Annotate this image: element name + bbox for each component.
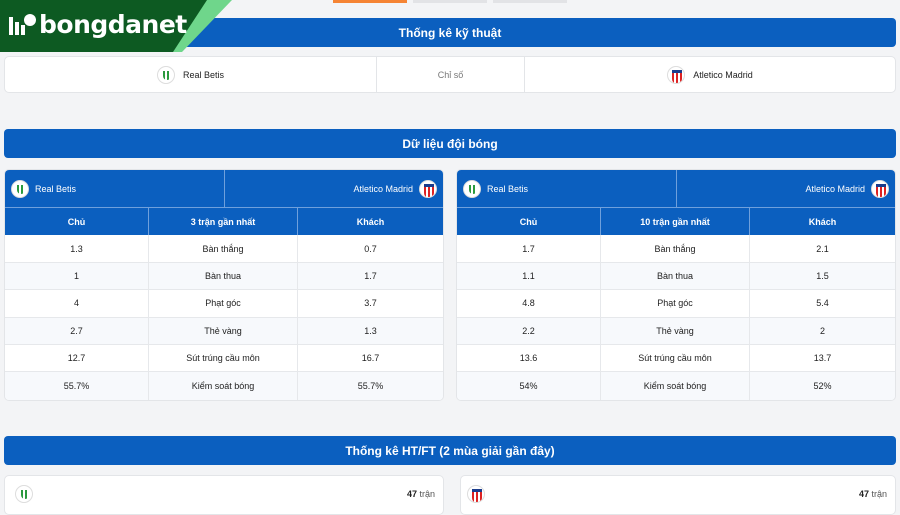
stat-name: Thẻ vàng <box>601 317 750 344</box>
col-away: Khách <box>356 216 385 227</box>
stat-name: Sút trúng cầu môn <box>601 344 750 372</box>
table-row: 2.2 Thẻ vàng 2 <box>457 317 895 345</box>
team-data-table-3: Real Betis Atletico Madrid Chủ 3 trận gần… <box>4 169 444 401</box>
table-row: 4 Phạt góc 3.7 <box>5 290 443 318</box>
col-home: Chủ <box>457 208 601 236</box>
away-team-name[interactable]: Atletico Madrid <box>805 183 865 194</box>
away-value: 0.7 <box>364 243 377 254</box>
home-value: 54% <box>457 372 601 400</box>
table-row: 55.7% Kiểm soát bóng 55.7% <box>5 372 443 400</box>
match-unit: trận <box>419 489 435 499</box>
home-value: 2.7 <box>5 317 149 344</box>
tab-active[interactable] <box>333 0 407 3</box>
stat-name: Bàn thắng <box>601 235 750 262</box>
away-match-count: 47 <box>858 489 869 499</box>
brand-logo[interactable]: bongdanet <box>0 0 235 52</box>
table-row: 4.8 Phạt góc 5.4 <box>457 290 895 318</box>
stat-name: Thẻ vàng <box>149 317 298 344</box>
atletico-madrid-crest-icon <box>467 485 485 503</box>
stat-name: Sút trúng cầu môn <box>149 344 298 372</box>
tab[interactable] <box>493 0 567 3</box>
col-home: Chủ <box>5 208 149 236</box>
away-value: 2 <box>819 325 825 336</box>
home-value: 1.3 <box>5 235 149 262</box>
away-value: 3.7 <box>364 298 377 309</box>
home-team-name[interactable]: Real Betis <box>182 69 225 80</box>
stat-name: Phạt góc <box>149 290 298 317</box>
col-stat: 3 trận gần nhất <box>149 208 298 236</box>
away-value: 1.3 <box>364 325 377 336</box>
home-value: 12.7 <box>5 344 149 372</box>
top-tabs <box>0 0 900 3</box>
table-row: 12.7 Sút trúng cầu môn 16.7 <box>5 344 443 373</box>
home-value: 1.7 <box>457 235 601 262</box>
home-value: 4.8 <box>457 290 601 317</box>
stat-name: Bàn thua <box>601 262 750 290</box>
away-value: 55.7% <box>357 381 384 392</box>
atletico-madrid-crest-icon <box>871 179 889 198</box>
away-value: 1.5 <box>816 270 829 281</box>
away-team-name[interactable]: Atletico Madrid <box>693 69 753 80</box>
real-betis-crest-icon <box>463 179 481 198</box>
away-team-name[interactable]: Atletico Madrid <box>353 183 413 194</box>
home-value: 1 <box>5 262 149 290</box>
home-value: 4 <box>5 290 149 317</box>
home-team-name[interactable]: Real Betis <box>35 183 77 194</box>
col-stat: 10 trận gần nhất <box>601 208 750 236</box>
away-value: 16.7 <box>361 353 380 364</box>
away-value: 2.1 <box>816 243 829 254</box>
atletico-madrid-crest-icon <box>667 65 686 84</box>
away-value: 1.7 <box>364 270 377 281</box>
real-betis-crest-icon <box>15 485 33 503</box>
home-value: 55.7% <box>5 372 149 400</box>
stat-name: Bàn thua <box>149 262 298 290</box>
logo-background <box>0 0 232 52</box>
table-row: 1.3 Bàn thắng 0.7 <box>5 235 443 263</box>
home-value: 2.2 <box>457 317 601 344</box>
tab[interactable] <box>413 0 487 3</box>
stat-label: Chỉ số <box>377 57 525 92</box>
real-betis-crest-icon <box>156 65 175 84</box>
stat-name: Phạt góc <box>601 290 750 317</box>
table-row: 54% Kiểm soát bóng 52% <box>457 372 895 400</box>
stat-name: Kiểm soát bóng <box>601 372 750 400</box>
htft-title: Thống kê HT/FT (2 mùa giải gần đây) <box>4 436 896 465</box>
home-match-count: 47 <box>406 489 417 499</box>
team-data-table-10: Real Betis Atletico Madrid Chủ 10 trận gầ… <box>456 169 896 401</box>
table-row: 13.6 Sút trúng cầu môn 13.7 <box>457 344 895 373</box>
home-value: 1.1 <box>457 262 601 290</box>
home-team-name[interactable]: Real Betis <box>487 183 529 194</box>
tech-stats-header: Real Betis Chỉ số Atletico Madrid <box>4 56 896 93</box>
stat-name: Bàn thắng <box>149 235 298 262</box>
col-away: Khách <box>808 216 837 227</box>
stat-name: Kiểm soát bóng <box>149 372 298 400</box>
brand-name: bongdanet <box>39 10 187 39</box>
htft-away-card: 47 trận <box>460 475 896 515</box>
home-value: 13.6 <box>457 344 601 372</box>
table-row: 1.1 Bàn thua 1.5 <box>457 262 895 291</box>
htft-home-card: 47 trận <box>4 475 444 515</box>
atletico-madrid-crest-icon <box>419 179 437 198</box>
away-value: 52% <box>813 381 832 392</box>
team-data-title: Dữ liệu đội bóng <box>4 129 896 158</box>
table-row: 1 Bàn thua 1.7 <box>5 262 443 291</box>
match-unit: trận <box>871 489 887 499</box>
table-row: 1.7 Bàn thắng 2.1 <box>457 235 895 263</box>
table-row: 2.7 Thẻ vàng 1.3 <box>5 317 443 345</box>
away-value: 5.4 <box>816 298 829 309</box>
away-value: 13.7 <box>813 353 832 364</box>
real-betis-crest-icon <box>11 179 29 198</box>
